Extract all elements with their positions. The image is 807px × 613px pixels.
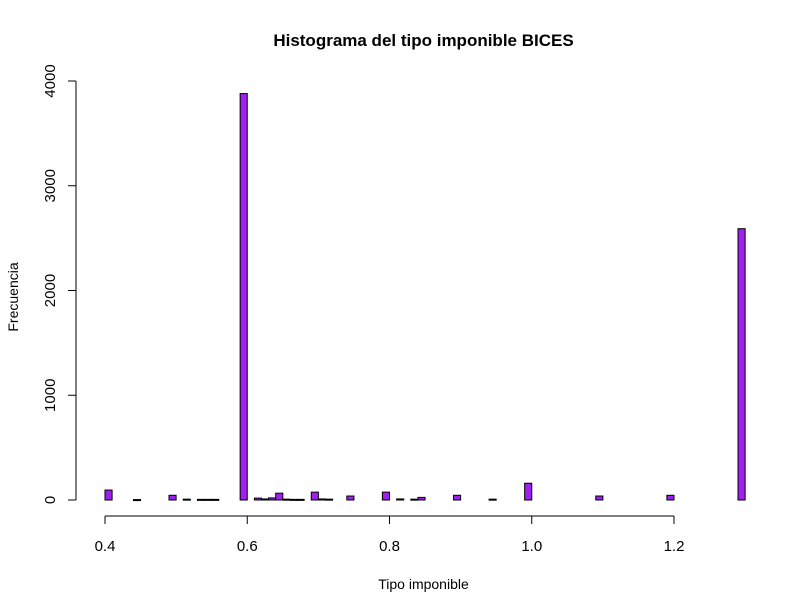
y-tick-label-0: 0 [42, 496, 59, 504]
x-tick-1-2: 1.2 [664, 516, 685, 555]
histogram-bar [275, 492, 284, 501]
x-tick-label-0-4: 0.4 [95, 538, 116, 555]
histogram-bar [310, 491, 319, 501]
histogram-bar [666, 494, 675, 501]
histogram-bar [282, 498, 291, 501]
y-axis-label: Frecuencia [5, 262, 21, 331]
histogram-bar [239, 93, 248, 501]
histogram-bar [410, 498, 419, 501]
histogram-bar [268, 497, 277, 501]
x-tick-label-0-6: 0.6 [237, 538, 258, 555]
x-tick-1-0: 1.0 [521, 516, 542, 555]
histogram-bar [182, 498, 191, 501]
histogram-bar [737, 228, 746, 501]
y-axis: 0 1000 2000 3000 4000 [42, 64, 77, 504]
histogram-bar [296, 498, 305, 501]
y-tick-3000: 3000 [42, 169, 76, 202]
histogram-bar [196, 498, 206, 501]
y-tick-1000: 1000 [42, 379, 76, 412]
histogram-bar [595, 495, 604, 501]
histogram-bar [168, 494, 177, 501]
histogram-bar [396, 498, 405, 501]
histogram-bar [132, 499, 142, 502]
x-tick-0-6: 0.6 [237, 516, 258, 555]
y-tick-0: 0 [42, 496, 76, 504]
x-tick-label-1-2: 1.2 [664, 538, 685, 555]
histogram-bars [104, 93, 746, 502]
histogram-bar [524, 482, 533, 501]
y-tick-label-2000: 2000 [42, 274, 59, 307]
histogram-bar [381, 491, 391, 501]
chart-title: Histograma del tipo imponible BICES [273, 31, 573, 50]
y-tick-4000: 4000 [42, 64, 76, 98]
histogram-bar [346, 495, 355, 501]
x-axis-label: Tipo imponible [378, 576, 469, 592]
y-tick-label-1000: 1000 [42, 379, 59, 412]
histogram-bar [488, 498, 497, 501]
histogram-bar [417, 496, 426, 501]
y-tick-label-4000: 4000 [42, 64, 59, 97]
y-tick-label-3000: 3000 [42, 169, 59, 202]
histogram-bar [324, 498, 334, 501]
histogram-bar [211, 498, 220, 501]
histogram-bar [260, 498, 270, 501]
histogram-bar [289, 498, 298, 501]
histogram-bar [104, 489, 113, 501]
x-tick-label-1-0: 1.0 [521, 538, 542, 555]
histogram-bar [453, 494, 462, 501]
y-tick-2000: 2000 [42, 274, 76, 307]
histogram-bar [204, 498, 213, 501]
x-axis: 0.4 0.6 0.8 1.0 1.2 [95, 515, 685, 555]
x-tick-0-4: 0.4 [95, 516, 116, 555]
histogram-bar [253, 497, 262, 501]
histogram-bar [317, 498, 326, 501]
x-tick-label-0-8: 0.8 [379, 538, 400, 555]
x-tick-0-8: 0.8 [379, 516, 400, 555]
